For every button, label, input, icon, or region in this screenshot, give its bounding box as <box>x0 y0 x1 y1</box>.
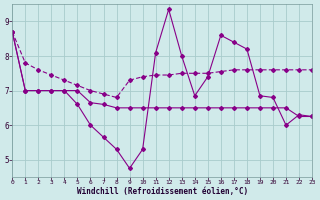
X-axis label: Windchill (Refroidissement éolien,°C): Windchill (Refroidissement éolien,°C) <box>76 187 248 196</box>
